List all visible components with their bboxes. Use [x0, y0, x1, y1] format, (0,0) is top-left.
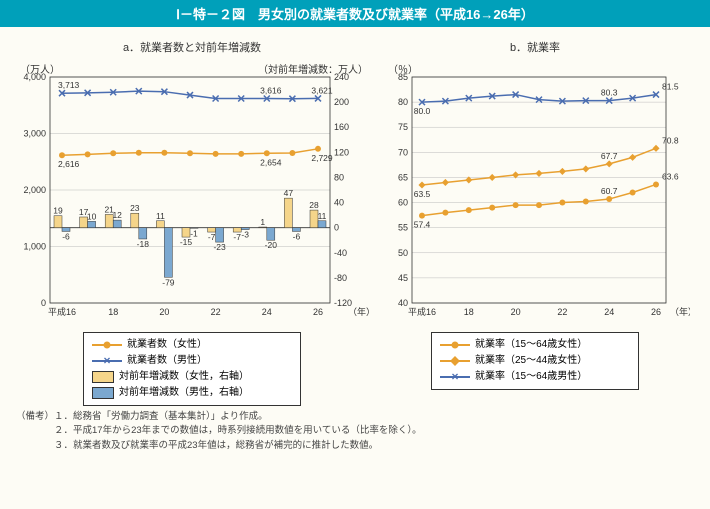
svg-text:120: 120	[334, 147, 349, 157]
svg-text:26: 26	[313, 307, 323, 317]
svg-text:-6: -6	[62, 231, 70, 241]
svg-text:50: 50	[398, 248, 408, 258]
svg-text:11: 11	[156, 211, 165, 221]
svg-text:18: 18	[108, 307, 118, 317]
chart-b: b．就業率 40455055606570758085（％）平成161820222…	[380, 35, 690, 406]
svg-text:75: 75	[398, 122, 408, 132]
svg-text:19: 19	[53, 206, 63, 216]
svg-text:18: 18	[464, 307, 474, 317]
svg-text:2,000: 2,000	[23, 185, 46, 195]
svg-text:（年）: （年）	[348, 306, 372, 317]
svg-text:3,000: 3,000	[23, 129, 46, 139]
charts-row: a．就業者数と対前年増減数 01,0002,0003,0004,000-120-…	[0, 27, 710, 406]
svg-text:200: 200	[334, 97, 349, 107]
legend-b: 就業率（15～64歳女性）就業率（25～44歳女性）×就業率（15～64歳男性）	[431, 332, 639, 390]
svg-text:2,616: 2,616	[58, 159, 80, 169]
svg-text:-15: -15	[180, 237, 193, 247]
chart-b-svg: 40455055606570758085（％）平成161820222426（年）…	[380, 63, 690, 323]
svg-text:11: 11	[318, 211, 327, 221]
svg-text:23: 23	[130, 203, 140, 213]
svg-text:-7: -7	[208, 232, 216, 242]
svg-text:0: 0	[334, 223, 339, 233]
svg-text:80: 80	[334, 172, 344, 182]
svg-text:80.0: 80.0	[414, 106, 431, 116]
svg-text:-40: -40	[334, 248, 347, 258]
chart-b-subtitle: b．就業率	[380, 39, 690, 55]
svg-text:60.7: 60.7	[601, 186, 618, 196]
svg-text:-1: -1	[190, 228, 198, 238]
svg-text:（対前年増減数：万人）: （対前年増減数：万人）	[258, 63, 368, 76]
footnotes: （備考）１．総務省「労働力調査（基本集計）」より作成。２．平成17年から23年ま…	[0, 406, 710, 457]
svg-text:（万人）: （万人）	[20, 64, 60, 76]
svg-text:28: 28	[309, 200, 319, 210]
svg-text:24: 24	[262, 307, 272, 317]
svg-text:22: 22	[211, 307, 221, 317]
svg-text:-80: -80	[334, 273, 347, 283]
svg-text:55: 55	[398, 223, 408, 233]
svg-text:0: 0	[41, 298, 46, 308]
svg-text:2,654: 2,654	[260, 157, 282, 167]
svg-text:20: 20	[511, 307, 521, 317]
legend-a: 就業者数（女性）×就業者数（男性）対前年増減数（女性，右軸）対前年増減数（男性，…	[83, 332, 301, 406]
svg-text:63.5: 63.5	[414, 189, 431, 199]
svg-text:12: 12	[112, 210, 122, 220]
figure-title: Ⅰ－特－２図 男女別の就業者数及び就業率（平成16→26年）	[0, 0, 710, 27]
svg-text:20: 20	[159, 307, 169, 317]
svg-text:-18: -18	[137, 239, 150, 249]
svg-text:63.6: 63.6	[662, 171, 679, 181]
chart-a: a．就業者数と対前年増減数 01,0002,0003,0004,000-120-…	[12, 35, 372, 406]
svg-text:平成16: 平成16	[48, 306, 76, 317]
svg-text:1: 1	[260, 217, 265, 227]
chart-a-subtitle: a．就業者数と対前年増減数	[12, 39, 372, 55]
svg-text:70.8: 70.8	[662, 135, 679, 145]
svg-text:（％）: （％）	[388, 64, 418, 76]
svg-text:-79: -79	[162, 277, 175, 287]
svg-text:3,616: 3,616	[260, 85, 282, 95]
svg-text:40: 40	[334, 198, 344, 208]
svg-text:10: 10	[87, 211, 97, 221]
svg-text:45: 45	[398, 273, 408, 283]
svg-text:40: 40	[398, 298, 408, 308]
svg-text:-7: -7	[233, 232, 241, 242]
chart-a-svg: 01,0002,0003,0004,000-120-80-40040801201…	[12, 63, 372, 323]
svg-text:67.7: 67.7	[601, 151, 618, 161]
svg-text:70: 70	[398, 147, 408, 157]
svg-text:-20: -20	[265, 240, 278, 250]
svg-text:1,000: 1,000	[23, 242, 46, 252]
svg-text:80: 80	[398, 97, 408, 107]
svg-text:-3: -3	[241, 230, 249, 240]
figure-container: Ⅰ－特－２図 男女別の就業者数及び就業率（平成16→26年） a．就業者数と対前…	[0, 0, 710, 509]
svg-text:60: 60	[398, 198, 408, 208]
svg-text:26: 26	[651, 307, 661, 317]
svg-text:-6: -6	[293, 231, 301, 241]
svg-text:（年）: （年）	[670, 306, 690, 317]
svg-text:57.4: 57.4	[414, 220, 431, 230]
svg-text:65: 65	[398, 172, 408, 182]
svg-text:47: 47	[284, 188, 294, 198]
svg-text:22: 22	[557, 307, 567, 317]
svg-text:3,713: 3,713	[58, 80, 80, 90]
svg-text:平成16: 平成16	[408, 306, 436, 317]
svg-text:-23: -23	[213, 242, 226, 252]
svg-text:80.3: 80.3	[601, 88, 618, 98]
svg-text:81.5: 81.5	[662, 82, 679, 92]
svg-text:160: 160	[334, 122, 349, 132]
svg-text:24: 24	[604, 307, 614, 317]
